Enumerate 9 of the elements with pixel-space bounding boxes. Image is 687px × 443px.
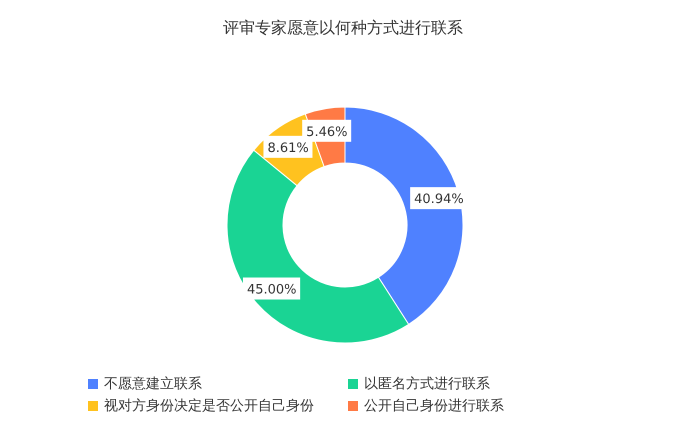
data-label: 8.61%: [267, 140, 309, 156]
legend-label: 公开自己身份进行联系: [364, 397, 504, 415]
legend-label: 以匿名方式进行联系: [364, 375, 490, 393]
data-label: 40.94%: [414, 192, 464, 208]
data-label: 45.00%: [246, 282, 297, 298]
chart-title: 评审专家愿意以何种方式进行联系: [222, 18, 464, 39]
legend-label: 不愿意建立联系: [104, 375, 202, 393]
legend-label: 视对方身份决定是否公开自己身份: [104, 397, 314, 415]
data-label: 5.46%: [306, 124, 348, 140]
